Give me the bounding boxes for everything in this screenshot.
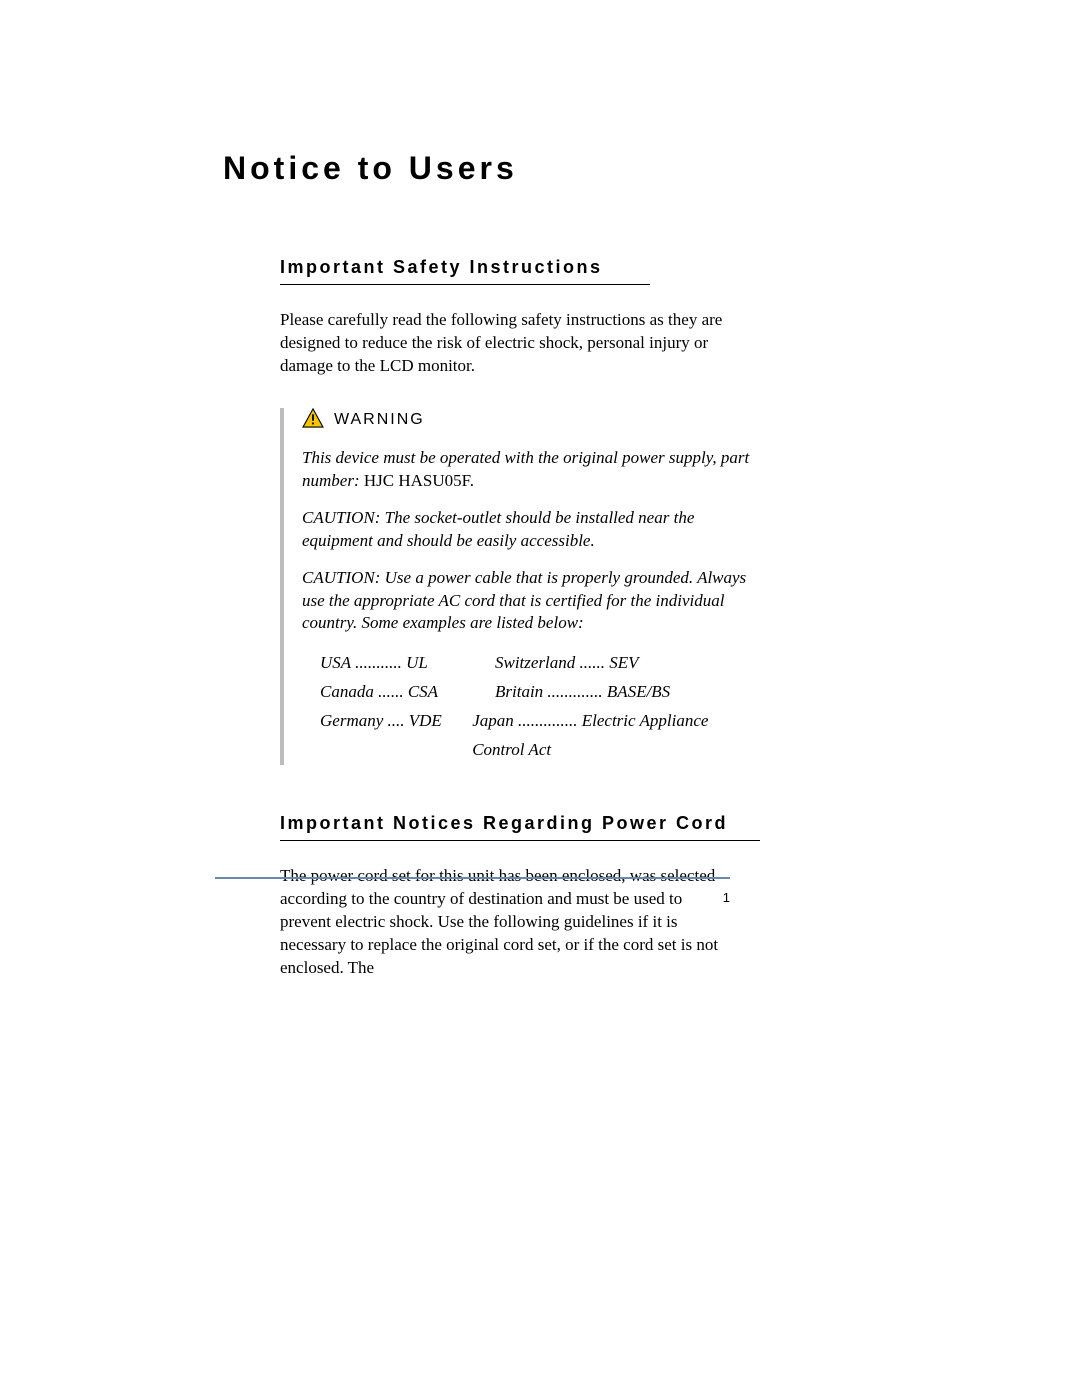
warning-p1-b: HJC HASU05F. (364, 471, 474, 490)
warning-block: WARNING This device must be operated wit… (280, 408, 750, 765)
section-heading-power-cord: Important Notices Regarding Power Cord (280, 813, 760, 841)
certification-table: USA ........... UL Switzerland ...... SE… (302, 649, 750, 765)
warning-header: WARNING (302, 408, 750, 433)
table-row: Canada ...... CSA Britain ............. … (320, 678, 750, 707)
safety-intro-text: Please carefully read the following safe… (280, 309, 730, 378)
warning-icon (302, 408, 324, 433)
cert-cell: USA ........... UL (320, 649, 495, 678)
warning-paragraph-3: CAUTION: Use a power cable that is prope… (302, 567, 750, 636)
document-page: Notice to Users Important Safety Instruc… (0, 0, 1080, 1397)
table-row: USA ........... UL Switzerland ...... SE… (320, 649, 750, 678)
section-safety: Important Safety Instructions Please car… (280, 257, 865, 980)
page-footer: 1 (215, 877, 730, 907)
table-row: Germany .... VDE Japan .............. El… (320, 707, 750, 765)
warning-paragraph-2: CAUTION: The socket-outlet should be ins… (302, 507, 750, 553)
warning-label: WARNING (334, 411, 425, 429)
cert-cell: Japan .............. Electric Appliance … (472, 707, 750, 765)
section-heading-safety: Important Safety Instructions (280, 257, 650, 285)
page-number: 1 (723, 890, 730, 905)
page-title: Notice to Users (223, 150, 865, 187)
cert-cell: Germany .... VDE (320, 707, 472, 765)
cert-cell: Britain ............. BASE/BS (495, 678, 670, 707)
cert-cell: Switzerland ...... SEV (495, 649, 639, 678)
warning-paragraph-1: This device must be operated with the or… (302, 447, 750, 493)
cert-cell: Canada ...... CSA (320, 678, 495, 707)
